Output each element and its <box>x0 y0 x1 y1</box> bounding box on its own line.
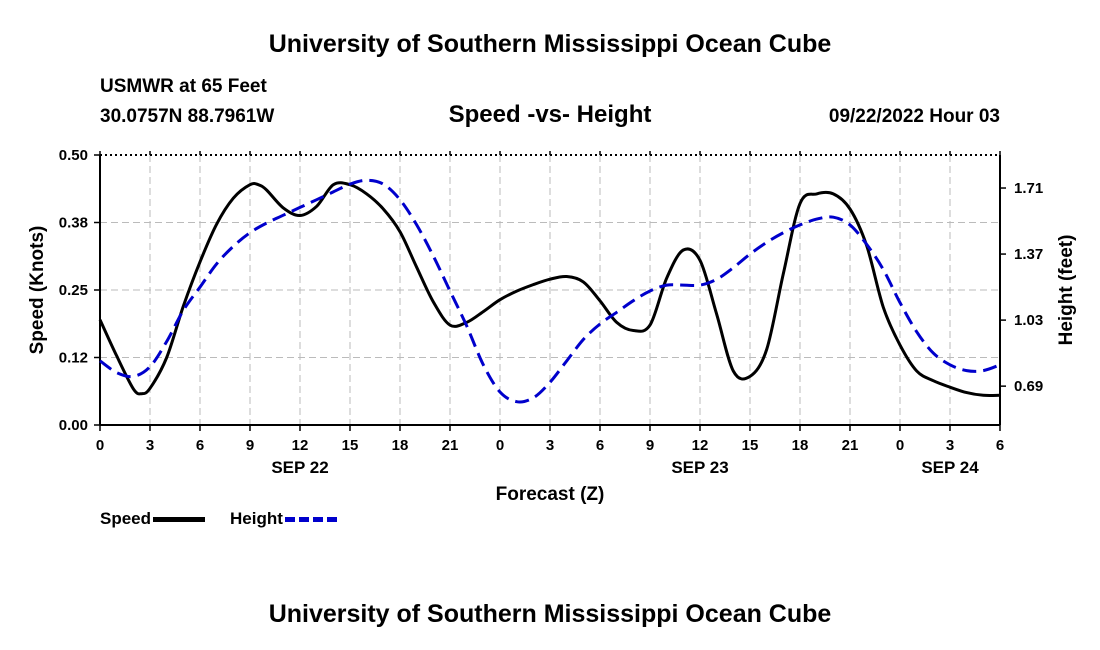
legend-speed-label: Speed <box>100 509 152 528</box>
x-tick-label: 9 <box>646 437 654 454</box>
y-tick-label: 0.00 <box>59 417 88 434</box>
x-tick-label: 6 <box>196 437 204 454</box>
legend-speed: Speed <box>100 509 206 529</box>
x-tick-label: 21 <box>842 437 859 454</box>
y-tick-label: 0.25 <box>59 282 88 299</box>
x-tick-label: 15 <box>742 437 759 454</box>
x-tick-label: 6 <box>596 437 604 454</box>
legend-height-swatch <box>284 516 337 522</box>
y-axis-title: Speed (Knots) <box>27 226 48 355</box>
y2-tick-label: 1.03 <box>1014 312 1043 329</box>
x-tick-label: 3 <box>546 437 554 454</box>
date-label: SEP 23 <box>671 458 728 477</box>
x-tick-label: 0 <box>496 437 504 454</box>
x-tick-label: 0 <box>896 437 904 454</box>
y-tick-label: 0.12 <box>59 350 88 367</box>
axes: 0 3 6 9 12 15 18 21 0 3 6 9 12 15 18 21 0 3 6 0.00 0.12 0.25 0… <box>27 147 1077 505</box>
plot-title: Speed -vs- Height <box>448 101 652 128</box>
x-tick-label: 21 <box>442 437 459 454</box>
x-tick-label: 3 <box>146 437 154 454</box>
legend-height-label: Height <box>230 509 283 528</box>
chart-main-title: University of Southern Mississippi Ocean… <box>268 30 832 58</box>
y-tick-label: 0.38 <box>59 215 88 232</box>
station-name: USMWR at 65 Feet <box>100 76 267 97</box>
series-line-speed <box>98 181 1001 398</box>
legend-speed-swatch <box>153 516 206 522</box>
x-tick-label: 3 <box>946 437 954 454</box>
issued-datetime: 09/22/2022 Hour 03 <box>828 106 1000 127</box>
x-tick-label: 15 <box>342 437 359 454</box>
grid <box>100 155 1000 425</box>
x-axis-title: Forecast (Z) <box>496 484 605 505</box>
x-tick-label: 6 <box>996 437 1004 454</box>
x-tick-label: 12 <box>292 437 309 454</box>
date-label: SEP 24 <box>921 458 979 477</box>
x-tick-label: 12 <box>692 437 709 454</box>
date-label: SEP 22 <box>271 458 328 477</box>
footer-title: University of Southern Mississippi Ocean… <box>268 600 832 628</box>
x-tick-label: 18 <box>392 437 409 454</box>
series <box>98 178 1001 404</box>
x-tick-label: 18 <box>792 437 809 454</box>
x-tick-label: 9 <box>246 437 254 454</box>
legend-height: Height <box>230 509 337 529</box>
y2-tick-label: 1.37 <box>1014 246 1043 263</box>
y2-tick-label: 0.69 <box>1014 378 1043 395</box>
series-line-height <box>99 178 1001 404</box>
y2-tick-label: 1.71 <box>1014 180 1043 197</box>
y-tick-label: 0.50 <box>59 147 88 164</box>
y2-axis-title: Height (feet) <box>1056 235 1077 346</box>
x-tick-label: 0 <box>96 437 104 454</box>
station-coordinates: 30.0757N 88.7961W <box>100 106 275 127</box>
